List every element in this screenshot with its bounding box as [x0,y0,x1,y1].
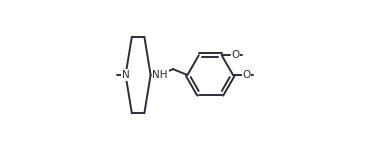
Text: O: O [231,50,239,60]
Text: NH: NH [152,70,168,80]
Text: N: N [122,70,130,80]
Text: O: O [243,70,251,80]
